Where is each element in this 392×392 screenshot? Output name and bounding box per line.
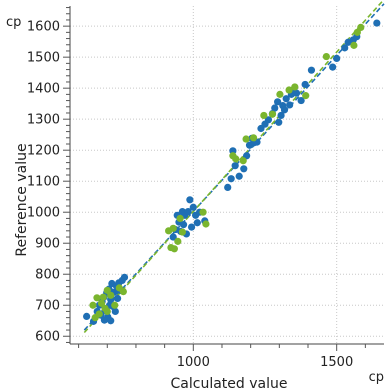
data-point-series-1 bbox=[83, 312, 91, 321]
y-unit-label: cp bbox=[6, 15, 21, 30]
y-tick-label: 900 bbox=[35, 237, 60, 252]
data-point-series-2 bbox=[170, 245, 178, 253]
data-point-series-1 bbox=[227, 175, 235, 183]
x-axis-title: Calculated value bbox=[171, 376, 288, 392]
data-point-series-1 bbox=[114, 294, 122, 303]
axes bbox=[63, 6, 384, 351]
data-point-series-2 bbox=[232, 155, 240, 163]
data-point-series-1 bbox=[107, 317, 115, 325]
grid bbox=[70, 6, 384, 344]
data-point-series-1 bbox=[341, 44, 349, 52]
data-point-series-1 bbox=[301, 80, 309, 89]
data-point-series-2 bbox=[239, 157, 247, 165]
data-point-series-1 bbox=[224, 183, 232, 192]
data-point-series-2 bbox=[178, 228, 187, 236]
data-point-series-1 bbox=[187, 223, 196, 231]
data-point-series-1 bbox=[307, 66, 316, 74]
data-point-series-1 bbox=[373, 19, 381, 27]
data-point-series-1 bbox=[286, 101, 294, 109]
tick-labels: 600 700 800 900 1000 1100 1200 1300 1400 1500 1600… bbox=[27, 20, 353, 370]
data-point-series-1 bbox=[292, 89, 301, 97]
data-points bbox=[83, 19, 381, 325]
data-point-series-1 bbox=[282, 95, 290, 103]
data-point-series-1 bbox=[186, 196, 194, 204]
data-point-series-1 bbox=[169, 233, 177, 241]
data-point-series-1 bbox=[231, 162, 239, 170]
data-point-series-2 bbox=[103, 307, 111, 316]
data-point-series-2 bbox=[260, 111, 268, 120]
data-point-series-1 bbox=[100, 316, 109, 324]
data-point-series-2 bbox=[202, 220, 210, 228]
y-tick-label: 800 bbox=[35, 268, 60, 283]
y-tick-label: 600 bbox=[35, 330, 60, 345]
x-tick-label: 1000 bbox=[177, 355, 210, 370]
data-point-series-2 bbox=[174, 237, 182, 245]
data-point-series-2 bbox=[95, 310, 103, 318]
data-point-series-2 bbox=[89, 301, 97, 309]
y-tick-label: 1300 bbox=[27, 113, 60, 128]
y-tick-label: 1600 bbox=[27, 20, 60, 35]
y-tick-label: 1200 bbox=[27, 144, 60, 159]
data-point-series-2 bbox=[285, 86, 293, 94]
data-point-series-1 bbox=[235, 172, 243, 180]
data-point-series-2 bbox=[176, 214, 184, 223]
data-point-series-2 bbox=[302, 92, 310, 100]
data-point-series-2 bbox=[99, 293, 107, 301]
data-point-series-2 bbox=[199, 208, 207, 216]
x-tick-label: 1500 bbox=[320, 355, 353, 370]
data-point-series-1 bbox=[271, 104, 279, 112]
y-tick-label: 1100 bbox=[27, 175, 60, 190]
data-point-series-2 bbox=[93, 294, 101, 302]
data-point-series-2 bbox=[111, 301, 119, 309]
data-point-series-2 bbox=[268, 110, 277, 118]
data-point-series-1 bbox=[264, 116, 273, 124]
y-tick-label: 1500 bbox=[27, 51, 60, 66]
data-point-series-1 bbox=[275, 118, 283, 126]
y-tick-label: 700 bbox=[35, 299, 60, 314]
x-unit-label: cp bbox=[369, 370, 384, 385]
data-point-series-1 bbox=[120, 273, 129, 281]
data-point-series-2 bbox=[242, 135, 250, 143]
data-point-series-2 bbox=[322, 52, 330, 61]
data-point-series-2 bbox=[107, 291, 115, 299]
data-point-series-1 bbox=[193, 219, 201, 227]
data-point-series-1 bbox=[189, 203, 197, 211]
data-point-series-2 bbox=[249, 134, 258, 142]
y-axis-title: Reference value bbox=[14, 143, 30, 256]
data-point-series-1 bbox=[240, 165, 248, 173]
y-tick-label: 1400 bbox=[27, 82, 60, 97]
data-point-series-1 bbox=[297, 96, 305, 105]
data-point-series-2 bbox=[169, 224, 177, 232]
data-point-series-2 bbox=[276, 90, 284, 98]
data-point-series-2 bbox=[350, 41, 358, 49]
y-tick-label: 1000 bbox=[27, 206, 60, 221]
data-point-series-1 bbox=[229, 147, 237, 155]
data-point-series-1 bbox=[111, 307, 119, 316]
data-point-series-1 bbox=[274, 98, 282, 106]
data-point-series-2 bbox=[291, 83, 299, 91]
data-point-series-1 bbox=[280, 106, 289, 114]
data-point-series-1 bbox=[329, 63, 337, 71]
data-point-series-2 bbox=[357, 23, 365, 31]
data-point-series-2 bbox=[119, 287, 127, 296]
data-point-series-1 bbox=[333, 54, 341, 63]
data-point-series-1 bbox=[277, 111, 285, 120]
data-point-series-1 bbox=[184, 207, 192, 216]
data-point-series-1 bbox=[179, 221, 188, 229]
